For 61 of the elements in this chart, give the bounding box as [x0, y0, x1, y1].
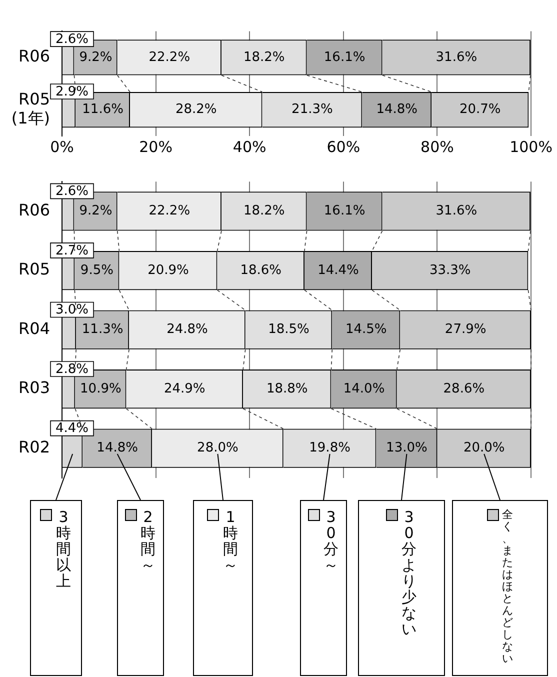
data-label: 20.9% — [148, 262, 189, 278]
legend-label: 30分より少ない — [400, 508, 418, 638]
data-label: 9.5% — [80, 262, 114, 278]
data-label: 31.6% — [436, 204, 478, 219]
y-tick-label: R06 — [18, 200, 50, 220]
data-label: 4.4% — [56, 421, 89, 436]
data-label: 19.8% — [309, 440, 350, 456]
x-tick-label: 100% — [510, 138, 552, 156]
data-label: 14.8% — [96, 440, 138, 456]
data-label: 18.6% — [240, 262, 282, 278]
legend-label: 3時間以上 — [55, 508, 72, 590]
data-label: 2.8% — [56, 362, 89, 377]
data-label: 9.2% — [79, 50, 112, 65]
data-label: 2.9% — [56, 84, 89, 100]
y-tick-label: R05 (1年) — [11, 89, 50, 128]
data-label: 31.6% — [436, 50, 478, 65]
y-tick-label: R02 — [18, 438, 50, 457]
data-label: 14.5% — [345, 322, 387, 338]
data-label: 20.7% — [459, 102, 501, 118]
data-label: 2.6% — [56, 184, 89, 200]
data-label: 24.8% — [166, 322, 208, 338]
y-tick-label: R03 — [18, 378, 50, 398]
data-label: 33.3% — [429, 262, 471, 278]
x-tick-label: 60% — [326, 138, 360, 156]
data-label: 21.3% — [292, 102, 333, 118]
legend-label: 1時間～ — [222, 508, 239, 574]
y-tick-label: R04 — [18, 318, 50, 338]
x-tick-label: 20% — [139, 138, 172, 156]
data-label: 18.2% — [243, 204, 285, 219]
x-tick-label: 40% — [232, 138, 266, 156]
data-label: 28.0% — [197, 440, 238, 456]
text: 全く、またはほとんどしない — [502, 508, 513, 665]
data-label: 20.0% — [463, 440, 505, 456]
data-label: 16.1% — [324, 204, 366, 219]
data-label: 18.8% — [266, 381, 308, 396]
data-label: 2.6% — [56, 32, 89, 47]
legend-label: 2時間～ — [140, 508, 156, 574]
data-label: 14.0% — [343, 381, 385, 396]
legend-label: 30分～ — [322, 508, 340, 574]
data-label: 22.2% — [148, 50, 190, 65]
data-label: 11.3% — [82, 322, 124, 338]
data-label: 18.2% — [243, 50, 285, 65]
data-label: 22.2% — [148, 204, 190, 219]
y-tick-label: R05 — [18, 260, 50, 279]
x-tick-label: 80% — [420, 138, 454, 156]
data-label: 27.9% — [444, 322, 486, 338]
data-label: 9.2% — [79, 204, 112, 219]
data-label: 14.8% — [376, 102, 418, 118]
data-label: 16.1% — [324, 50, 366, 65]
data-label: 24.9% — [164, 381, 206, 396]
data-label: 28.6% — [443, 381, 485, 396]
data-label: 11.6% — [82, 102, 124, 118]
data-label: 13.0% — [386, 440, 428, 456]
data-label: 14.4% — [318, 262, 359, 278]
data-label: 2.7% — [56, 243, 89, 258]
y-tick-label: R06 — [18, 46, 50, 66]
x-tick-label: 0% — [50, 138, 74, 156]
data-label: 28.2% — [175, 102, 217, 118]
data-label: 18.5% — [268, 322, 310, 338]
data-label: 3.0% — [56, 302, 89, 318]
data-label: 10.9% — [80, 381, 122, 396]
